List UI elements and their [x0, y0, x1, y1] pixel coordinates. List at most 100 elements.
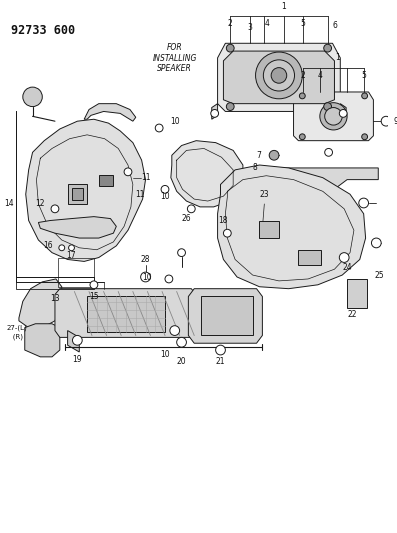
Polygon shape: [218, 165, 366, 289]
Text: 4: 4: [265, 19, 270, 28]
Polygon shape: [39, 216, 116, 238]
Polygon shape: [340, 103, 346, 119]
Circle shape: [320, 103, 347, 130]
Text: 1: 1: [335, 53, 340, 62]
Circle shape: [90, 281, 98, 289]
Text: 18: 18: [219, 216, 228, 225]
Circle shape: [339, 253, 349, 262]
Text: 14: 14: [4, 199, 14, 208]
Text: 2: 2: [228, 19, 233, 28]
Circle shape: [299, 134, 305, 140]
Polygon shape: [67, 330, 79, 352]
Text: FOR
INSTALLING
SPEAKER: FOR INSTALLING SPEAKER: [152, 43, 197, 73]
Text: 22: 22: [347, 310, 357, 319]
Text: 10: 10: [160, 350, 170, 359]
Circle shape: [165, 275, 173, 283]
Text: 19: 19: [73, 356, 82, 364]
Polygon shape: [67, 184, 87, 204]
Circle shape: [141, 272, 150, 282]
Text: 7: 7: [256, 151, 261, 160]
Polygon shape: [224, 51, 334, 103]
Circle shape: [372, 238, 381, 248]
Circle shape: [325, 108, 342, 125]
Circle shape: [362, 93, 368, 99]
Circle shape: [211, 109, 219, 117]
Text: 12: 12: [36, 199, 45, 208]
Polygon shape: [84, 103, 136, 121]
Circle shape: [324, 103, 331, 110]
Polygon shape: [26, 119, 146, 261]
Text: 21: 21: [216, 357, 225, 366]
Polygon shape: [99, 175, 114, 187]
Text: 26: 26: [181, 214, 191, 223]
Text: 2: 2: [301, 71, 306, 80]
Circle shape: [324, 44, 331, 52]
Text: 4: 4: [317, 71, 322, 80]
Polygon shape: [55, 289, 196, 337]
Polygon shape: [269, 168, 378, 209]
Circle shape: [170, 326, 179, 335]
Polygon shape: [299, 250, 321, 265]
Text: 10: 10: [170, 117, 179, 126]
Polygon shape: [218, 43, 340, 111]
Text: 15: 15: [89, 292, 99, 301]
Circle shape: [73, 335, 82, 345]
Circle shape: [161, 185, 169, 193]
Polygon shape: [293, 92, 374, 141]
Circle shape: [59, 245, 65, 251]
Text: 8: 8: [253, 164, 258, 173]
Text: 13: 13: [50, 294, 60, 303]
Circle shape: [23, 87, 42, 107]
Circle shape: [69, 245, 74, 251]
Circle shape: [224, 229, 231, 237]
Circle shape: [177, 249, 185, 256]
Polygon shape: [19, 279, 62, 328]
Polygon shape: [188, 289, 262, 343]
Polygon shape: [260, 221, 279, 238]
Circle shape: [226, 103, 234, 110]
Polygon shape: [87, 296, 165, 332]
Text: 92733 600: 92733 600: [11, 24, 75, 37]
Text: (R): (R): [6, 333, 23, 340]
Text: 16: 16: [43, 241, 53, 251]
Text: 24: 24: [342, 263, 352, 272]
Text: 1: 1: [281, 2, 286, 11]
Circle shape: [256, 52, 302, 99]
Polygon shape: [25, 324, 60, 357]
Polygon shape: [212, 103, 218, 119]
Circle shape: [271, 68, 287, 83]
Circle shape: [269, 150, 279, 160]
Text: 5: 5: [301, 19, 306, 28]
Circle shape: [187, 205, 195, 213]
Text: 3: 3: [247, 23, 252, 32]
Polygon shape: [171, 141, 243, 207]
Polygon shape: [201, 296, 252, 335]
Circle shape: [359, 198, 368, 208]
Text: 23: 23: [260, 190, 269, 199]
Text: 25: 25: [374, 271, 384, 279]
Text: 11: 11: [135, 190, 145, 199]
Circle shape: [155, 124, 163, 132]
Circle shape: [381, 116, 391, 126]
Circle shape: [325, 149, 333, 156]
Text: 20: 20: [177, 357, 186, 366]
Circle shape: [51, 205, 59, 213]
Circle shape: [226, 44, 234, 52]
Text: 27-(L): 27-(L): [6, 325, 27, 331]
Text: 9: 9: [393, 117, 397, 126]
Polygon shape: [347, 279, 366, 308]
Text: 17: 17: [67, 251, 76, 260]
Circle shape: [263, 60, 295, 91]
Polygon shape: [71, 188, 83, 200]
Text: 10: 10: [160, 192, 170, 201]
Circle shape: [339, 109, 347, 117]
Circle shape: [362, 134, 368, 140]
Circle shape: [216, 345, 225, 355]
Circle shape: [177, 337, 187, 347]
Text: 6: 6: [332, 21, 337, 30]
Text: 5: 5: [361, 71, 366, 80]
Circle shape: [124, 168, 132, 176]
Text: 10: 10: [143, 272, 152, 281]
Text: 28: 28: [141, 255, 150, 264]
Text: 11: 11: [141, 173, 150, 182]
